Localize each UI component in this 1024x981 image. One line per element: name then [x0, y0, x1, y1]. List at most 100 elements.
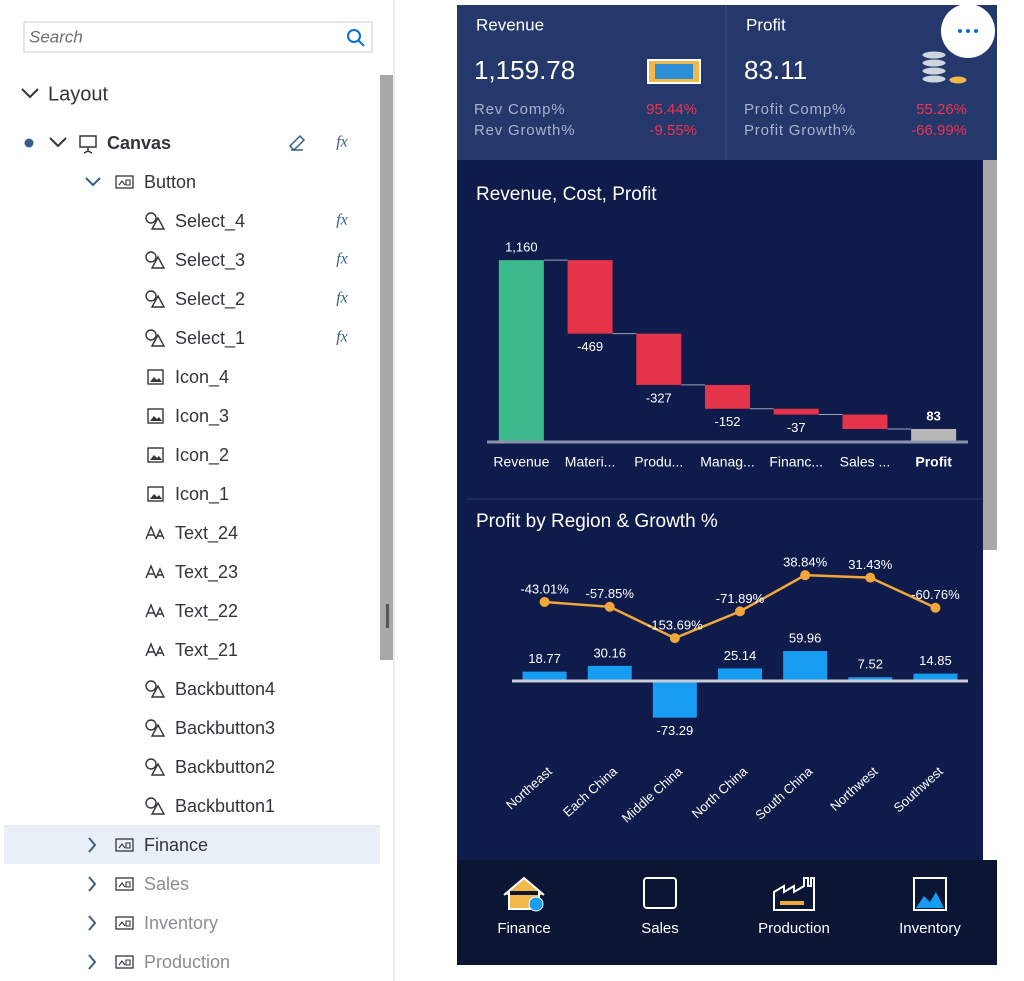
tree-item[interactable]: Backbutton3 — [175, 718, 275, 738]
dashboard: Revenue 1,159.78 Rev Comp% 95.44% Rev Growth… — [457, 4, 997, 965]
bar — [913, 673, 958, 681]
tab-label[interactable]: Sales — [641, 920, 679, 937]
css-icon[interactable] — [288, 134, 306, 152]
kpi-value: 83.11 — [744, 55, 807, 85]
tab-icon — [916, 892, 944, 908]
dashboard-scrollbar[interactable] — [983, 160, 997, 550]
chevron[interactable] — [88, 915, 97, 931]
data-label: -60.76% — [911, 587, 960, 602]
tree-item[interactable]: Icon_1 — [175, 484, 229, 505]
text-icon — [145, 642, 165, 657]
image-icon — [147, 369, 164, 385]
chevron[interactable] — [21, 88, 39, 99]
tab-bar — [457, 860, 997, 965]
chevron[interactable] — [88, 876, 97, 892]
container-icon — [118, 881, 131, 888]
data-label: 7.52 — [858, 657, 883, 672]
tab-icon — [528, 896, 544, 912]
tab-icon — [773, 877, 815, 911]
x-tick-label: Materi... — [565, 454, 616, 470]
x-tick-label: Produ... — [634, 454, 683, 470]
search-icon[interactable] — [347, 29, 361, 43]
x-tick-label: Sales ... — [840, 454, 891, 470]
tree-item[interactable]: Select_1 — [175, 328, 245, 349]
image-icon — [147, 408, 164, 424]
chart-title: Profit by Region & Growth % — [476, 511, 718, 532]
chevron[interactable] — [49, 137, 67, 148]
shape-icon — [150, 294, 166, 308]
tree-item[interactable]: Backbutton1 — [175, 796, 275, 816]
container-icon — [115, 877, 134, 891]
chevron[interactable] — [85, 177, 101, 187]
tree-canvas[interactable]: Canvas — [107, 133, 171, 153]
bar — [587, 665, 632, 681]
data-label: 18.77 — [528, 651, 561, 666]
shape-icon — [150, 801, 166, 815]
tree-item[interactable]: Finance — [144, 835, 208, 855]
tree-item[interactable]: Text_23 — [175, 562, 238, 583]
tree-item[interactable]: Backbutton4 — [175, 679, 275, 699]
tree-item[interactable]: Icon_4 — [175, 367, 229, 388]
data-label: 1,160 — [505, 240, 538, 255]
fx-icon[interactable]: fx — [336, 134, 348, 151]
shape-icon — [145, 758, 157, 770]
tree-item[interactable]: Icon_3 — [175, 406, 229, 427]
kpi-title: Profit — [746, 15, 786, 34]
tree-item[interactable]: Backbutton2 — [175, 757, 275, 777]
data-label: -43.01% — [520, 581, 569, 596]
tree-item[interactable]: Sales — [144, 874, 189, 894]
shape-icon — [150, 684, 166, 698]
shape-icon — [145, 251, 157, 263]
tree-item[interactable]: Text_21 — [175, 640, 238, 661]
shape-icon — [150, 333, 166, 347]
bar — [522, 671, 567, 681]
bar — [911, 428, 957, 442]
tree-item[interactable]: Select_2 — [175, 289, 245, 310]
fx-icon[interactable]: fx — [336, 290, 348, 307]
tab-label[interactable]: Finance — [497, 920, 550, 937]
data-label: -152 — [714, 414, 740, 429]
image-icon — [147, 486, 164, 502]
tree-item[interactable]: Select_4 — [175, 211, 245, 232]
data-label: -327 — [646, 390, 672, 405]
kpi-title: Revenue — [476, 15, 544, 34]
data-label: -73.29 — [656, 723, 693, 738]
profit-icon — [921, 50, 968, 85]
tab-label[interactable]: Production — [758, 920, 830, 937]
fx-icon[interactable]: fx — [336, 251, 348, 268]
resize-grip[interactable] — [386, 604, 389, 628]
tab-label[interactable]: Inventory — [899, 920, 961, 937]
container-icon — [115, 916, 134, 930]
container-icon — [118, 842, 131, 849]
tab-icon — [780, 901, 804, 905]
bar — [567, 260, 613, 334]
kpi-header — [457, 5, 997, 160]
tree-item[interactable]: Button — [144, 172, 196, 192]
image-icon — [150, 494, 162, 499]
revenue-icon — [647, 59, 701, 84]
tree-root[interactable]: Layout — [48, 83, 108, 105]
text-icon — [145, 603, 165, 618]
container-icon — [115, 838, 134, 852]
kpi-value: 1,159.78 — [474, 55, 575, 85]
shape-icon — [145, 680, 157, 692]
tree-item[interactable]: Inventory — [144, 913, 218, 933]
tree-item[interactable]: Text_24 — [175, 523, 238, 544]
fx-icon[interactable]: fx — [336, 329, 348, 346]
chevron[interactable] — [88, 954, 97, 970]
search-box[interactable] — [23, 21, 373, 53]
bar — [636, 333, 682, 385]
scrollbar[interactable] — [380, 75, 393, 660]
bar — [705, 384, 750, 409]
tree-item[interactable]: Text_22 — [175, 601, 238, 622]
container-icon — [115, 175, 134, 189]
fx-icon[interactable]: fx — [336, 212, 348, 229]
tree-item[interactable]: Production — [144, 952, 230, 972]
tree-item[interactable]: Icon_2 — [175, 445, 229, 466]
chevron[interactable] — [88, 837, 97, 853]
shape-icon — [145, 290, 157, 302]
tree-item[interactable]: Select_3 — [175, 250, 245, 271]
tab-icon — [913, 877, 947, 911]
